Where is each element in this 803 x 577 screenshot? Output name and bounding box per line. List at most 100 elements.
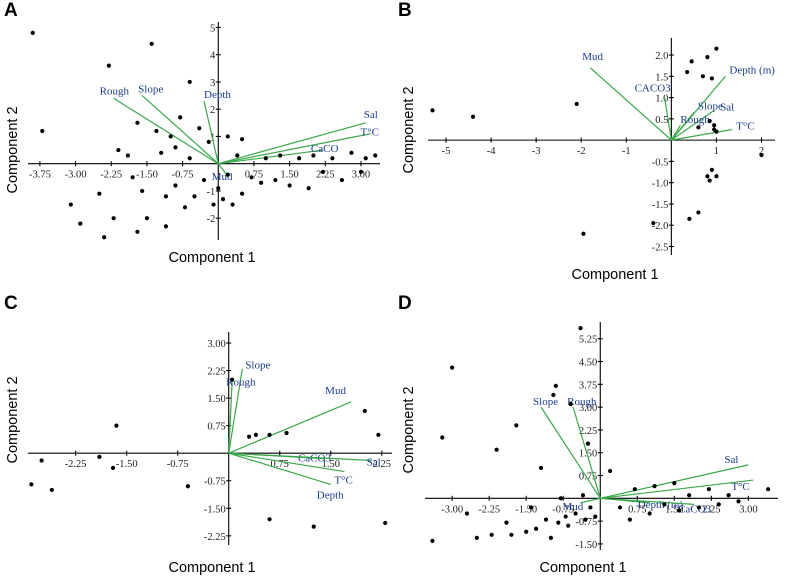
y-tick-label: 3 [210, 78, 215, 89]
data-point [154, 128, 159, 134]
panel-b-plot: -5 -4 -3 -2 -1 1 2 2.0 1.5 1.0 0.5 -0.5 -1.0 -1.5 -2.0… [428, 38, 775, 255]
data-point [470, 114, 476, 119]
data-point [306, 186, 311, 191]
y-tick-label: 1.5 [655, 72, 668, 83]
data-point [581, 231, 586, 236]
data-point [696, 125, 701, 130]
data-point [149, 41, 154, 46]
vector-label: Sal [364, 109, 378, 121]
data-point [617, 505, 623, 510]
data-point [759, 152, 764, 158]
loading-vector [228, 401, 352, 454]
loading-vector [203, 100, 219, 164]
y-tick-label: 2 [210, 105, 215, 116]
data-point [144, 216, 150, 221]
y-tick-label: -1 [207, 187, 216, 198]
data-point [249, 175, 254, 180]
data-point [114, 423, 119, 428]
data-point [709, 76, 715, 81]
data-point [230, 202, 235, 207]
y-tick-label: -1.50 [204, 504, 226, 515]
data-point [78, 221, 83, 226]
data-point [716, 502, 721, 507]
data-point [543, 517, 549, 522]
y-tick-label: 1.50 [207, 394, 225, 405]
y-tick-label: -2.0 [652, 221, 669, 232]
y-tick-label: 0.75 [579, 472, 597, 483]
x-tick-label: 3.00 [739, 504, 757, 515]
data-point [538, 465, 544, 471]
loading-vector [218, 122, 366, 165]
data-point [349, 150, 354, 155]
data-point [632, 487, 637, 492]
y-tick-label: -2 [207, 214, 216, 225]
data-point [206, 139, 211, 144]
data-point [311, 153, 316, 158]
data-point [627, 517, 632, 522]
data-point [284, 430, 289, 436]
data-point [247, 434, 252, 439]
data-point [707, 178, 712, 183]
data-point [192, 194, 197, 199]
data-point [705, 55, 710, 60]
data-point [736, 499, 741, 504]
data-point [672, 481, 677, 486]
vector-label: Sal [724, 454, 738, 466]
data-point [509, 532, 514, 537]
loading-vector [113, 97, 219, 165]
y-tick-label: 1.0 [655, 94, 668, 105]
data-point [211, 202, 216, 207]
vector-label: T°C [731, 481, 749, 493]
data-point [553, 383, 558, 388]
data-point [585, 441, 591, 446]
data-point [135, 229, 140, 234]
data-point [239, 137, 245, 142]
x-tick-label: -2.25 [65, 459, 87, 470]
panel-d-ylabel: Component 2 [401, 386, 417, 473]
x-tick-label: 0.75 [628, 504, 646, 515]
y-tick-label: 2.25 [579, 426, 597, 437]
x-tick-label: -0.75 [552, 504, 574, 515]
data-point [225, 172, 230, 177]
x-tick-label: 3.00 [352, 170, 370, 181]
panel-c: C Component 2 Component 1 -2.25 -1.50 -0.7… [4, 293, 392, 576]
vector-label: T°C [334, 475, 352, 487]
data-point [358, 169, 364, 174]
data-point [125, 153, 130, 158]
y-tick-label: 3.00 [579, 403, 597, 414]
data-point [580, 493, 586, 498]
y-tick-label: -2.25 [204, 532, 226, 543]
data-point [687, 493, 692, 498]
data-point [474, 535, 479, 540]
x-tick-label: -2.25 [478, 504, 500, 515]
x-tick-label: 2 [759, 146, 764, 157]
x-tick-label: 2.25 [702, 504, 720, 515]
x-tick-label: -4 [487, 146, 496, 157]
loading-vector [589, 67, 672, 141]
vector-label: Slope [698, 100, 723, 112]
data-point [373, 153, 378, 158]
x-tick-label: 1.50 [665, 504, 683, 515]
data-point [514, 423, 519, 428]
x-tick-label: 1.50 [280, 170, 298, 181]
data-point [707, 118, 712, 124]
loading-vector [228, 452, 345, 473]
x-tick-label: 1 [714, 146, 719, 157]
data-point [685, 69, 690, 75]
loading-vector [670, 112, 695, 141]
vector-label: CaCO [311, 143, 339, 155]
vector-label: Sal [720, 101, 734, 113]
loading-vector [228, 452, 331, 485]
loading-vector [670, 124, 681, 141]
panel-b-ylabel: Component 2 [401, 86, 417, 173]
data-point [700, 74, 705, 79]
data-point [566, 523, 571, 528]
data-point [578, 325, 583, 331]
vector-label: Depth [317, 489, 344, 501]
data-point [568, 401, 573, 407]
vector-label: Mud [563, 501, 584, 513]
data-point [163, 194, 169, 199]
y-tick-label: 4.50 [579, 358, 597, 369]
x-tick-label: -1.50 [136, 170, 158, 181]
x-tick-label: -1.50 [515, 504, 537, 515]
